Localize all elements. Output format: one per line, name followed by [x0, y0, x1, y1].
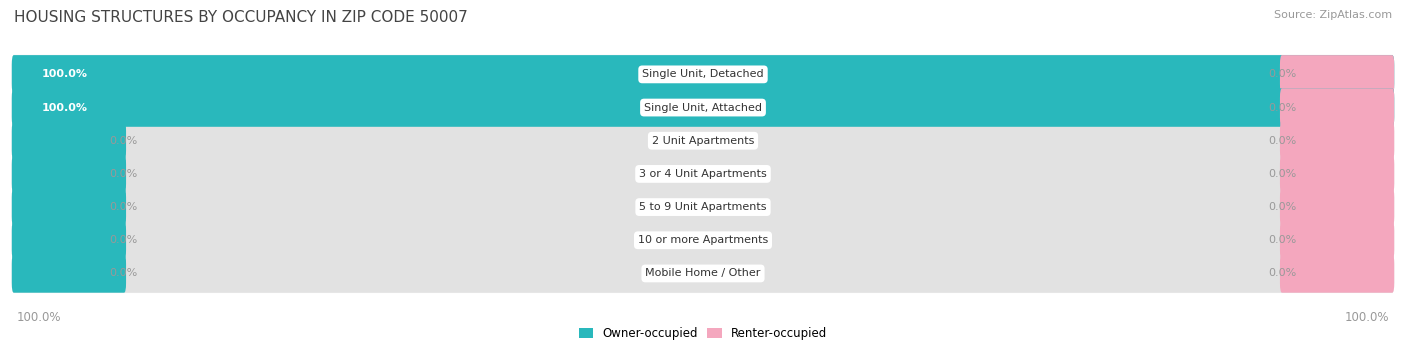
FancyBboxPatch shape [1279, 254, 1395, 293]
FancyBboxPatch shape [1279, 121, 1395, 160]
FancyBboxPatch shape [11, 188, 1395, 226]
FancyBboxPatch shape [1279, 88, 1395, 127]
FancyBboxPatch shape [13, 221, 1393, 260]
FancyBboxPatch shape [11, 254, 127, 293]
Text: 0.0%: 0.0% [110, 169, 138, 179]
FancyBboxPatch shape [13, 188, 1393, 227]
FancyBboxPatch shape [1279, 55, 1395, 94]
FancyBboxPatch shape [1279, 155, 1395, 193]
FancyBboxPatch shape [11, 55, 1395, 94]
FancyBboxPatch shape [13, 55, 1393, 94]
Text: 100.0%: 100.0% [41, 103, 87, 113]
Text: Single Unit, Detached: Single Unit, Detached [643, 69, 763, 79]
Text: 0.0%: 0.0% [1268, 202, 1296, 212]
FancyBboxPatch shape [11, 88, 1395, 127]
FancyBboxPatch shape [11, 254, 1395, 293]
Text: Source: ZipAtlas.com: Source: ZipAtlas.com [1274, 10, 1392, 20]
Text: HOUSING STRUCTURES BY OCCUPANCY IN ZIP CODE 50007: HOUSING STRUCTURES BY OCCUPANCY IN ZIP C… [14, 10, 468, 25]
Legend: Owner-occupied, Renter-occupied: Owner-occupied, Renter-occupied [574, 322, 832, 341]
Text: 100.0%: 100.0% [1344, 311, 1389, 324]
Text: 0.0%: 0.0% [1268, 169, 1296, 179]
Text: 100.0%: 100.0% [41, 69, 87, 79]
FancyBboxPatch shape [11, 155, 1395, 193]
Text: 0.0%: 0.0% [110, 202, 138, 212]
Text: 0.0%: 0.0% [1268, 69, 1296, 79]
FancyBboxPatch shape [13, 254, 1393, 293]
FancyBboxPatch shape [11, 55, 1395, 94]
Text: 0.0%: 0.0% [1268, 268, 1296, 279]
FancyBboxPatch shape [11, 188, 127, 226]
Text: 0.0%: 0.0% [1268, 136, 1296, 146]
Text: 0.0%: 0.0% [110, 136, 138, 146]
FancyBboxPatch shape [13, 88, 1393, 127]
Text: 0.0%: 0.0% [1268, 235, 1296, 245]
Text: 100.0%: 100.0% [17, 311, 62, 324]
Text: 10 or more Apartments: 10 or more Apartments [638, 235, 768, 245]
Text: Single Unit, Attached: Single Unit, Attached [644, 103, 762, 113]
FancyBboxPatch shape [1279, 221, 1395, 260]
FancyBboxPatch shape [11, 121, 1395, 160]
Text: 3 or 4 Unit Apartments: 3 or 4 Unit Apartments [640, 169, 766, 179]
Text: 0.0%: 0.0% [110, 235, 138, 245]
FancyBboxPatch shape [11, 121, 127, 160]
FancyBboxPatch shape [11, 155, 127, 193]
Text: 5 to 9 Unit Apartments: 5 to 9 Unit Apartments [640, 202, 766, 212]
FancyBboxPatch shape [11, 221, 127, 260]
Text: Mobile Home / Other: Mobile Home / Other [645, 268, 761, 279]
FancyBboxPatch shape [13, 154, 1393, 193]
FancyBboxPatch shape [1279, 188, 1395, 226]
Text: 0.0%: 0.0% [110, 268, 138, 279]
Text: 2 Unit Apartments: 2 Unit Apartments [652, 136, 754, 146]
FancyBboxPatch shape [11, 88, 1395, 127]
FancyBboxPatch shape [11, 221, 1395, 260]
Text: 0.0%: 0.0% [1268, 103, 1296, 113]
FancyBboxPatch shape [13, 121, 1393, 160]
